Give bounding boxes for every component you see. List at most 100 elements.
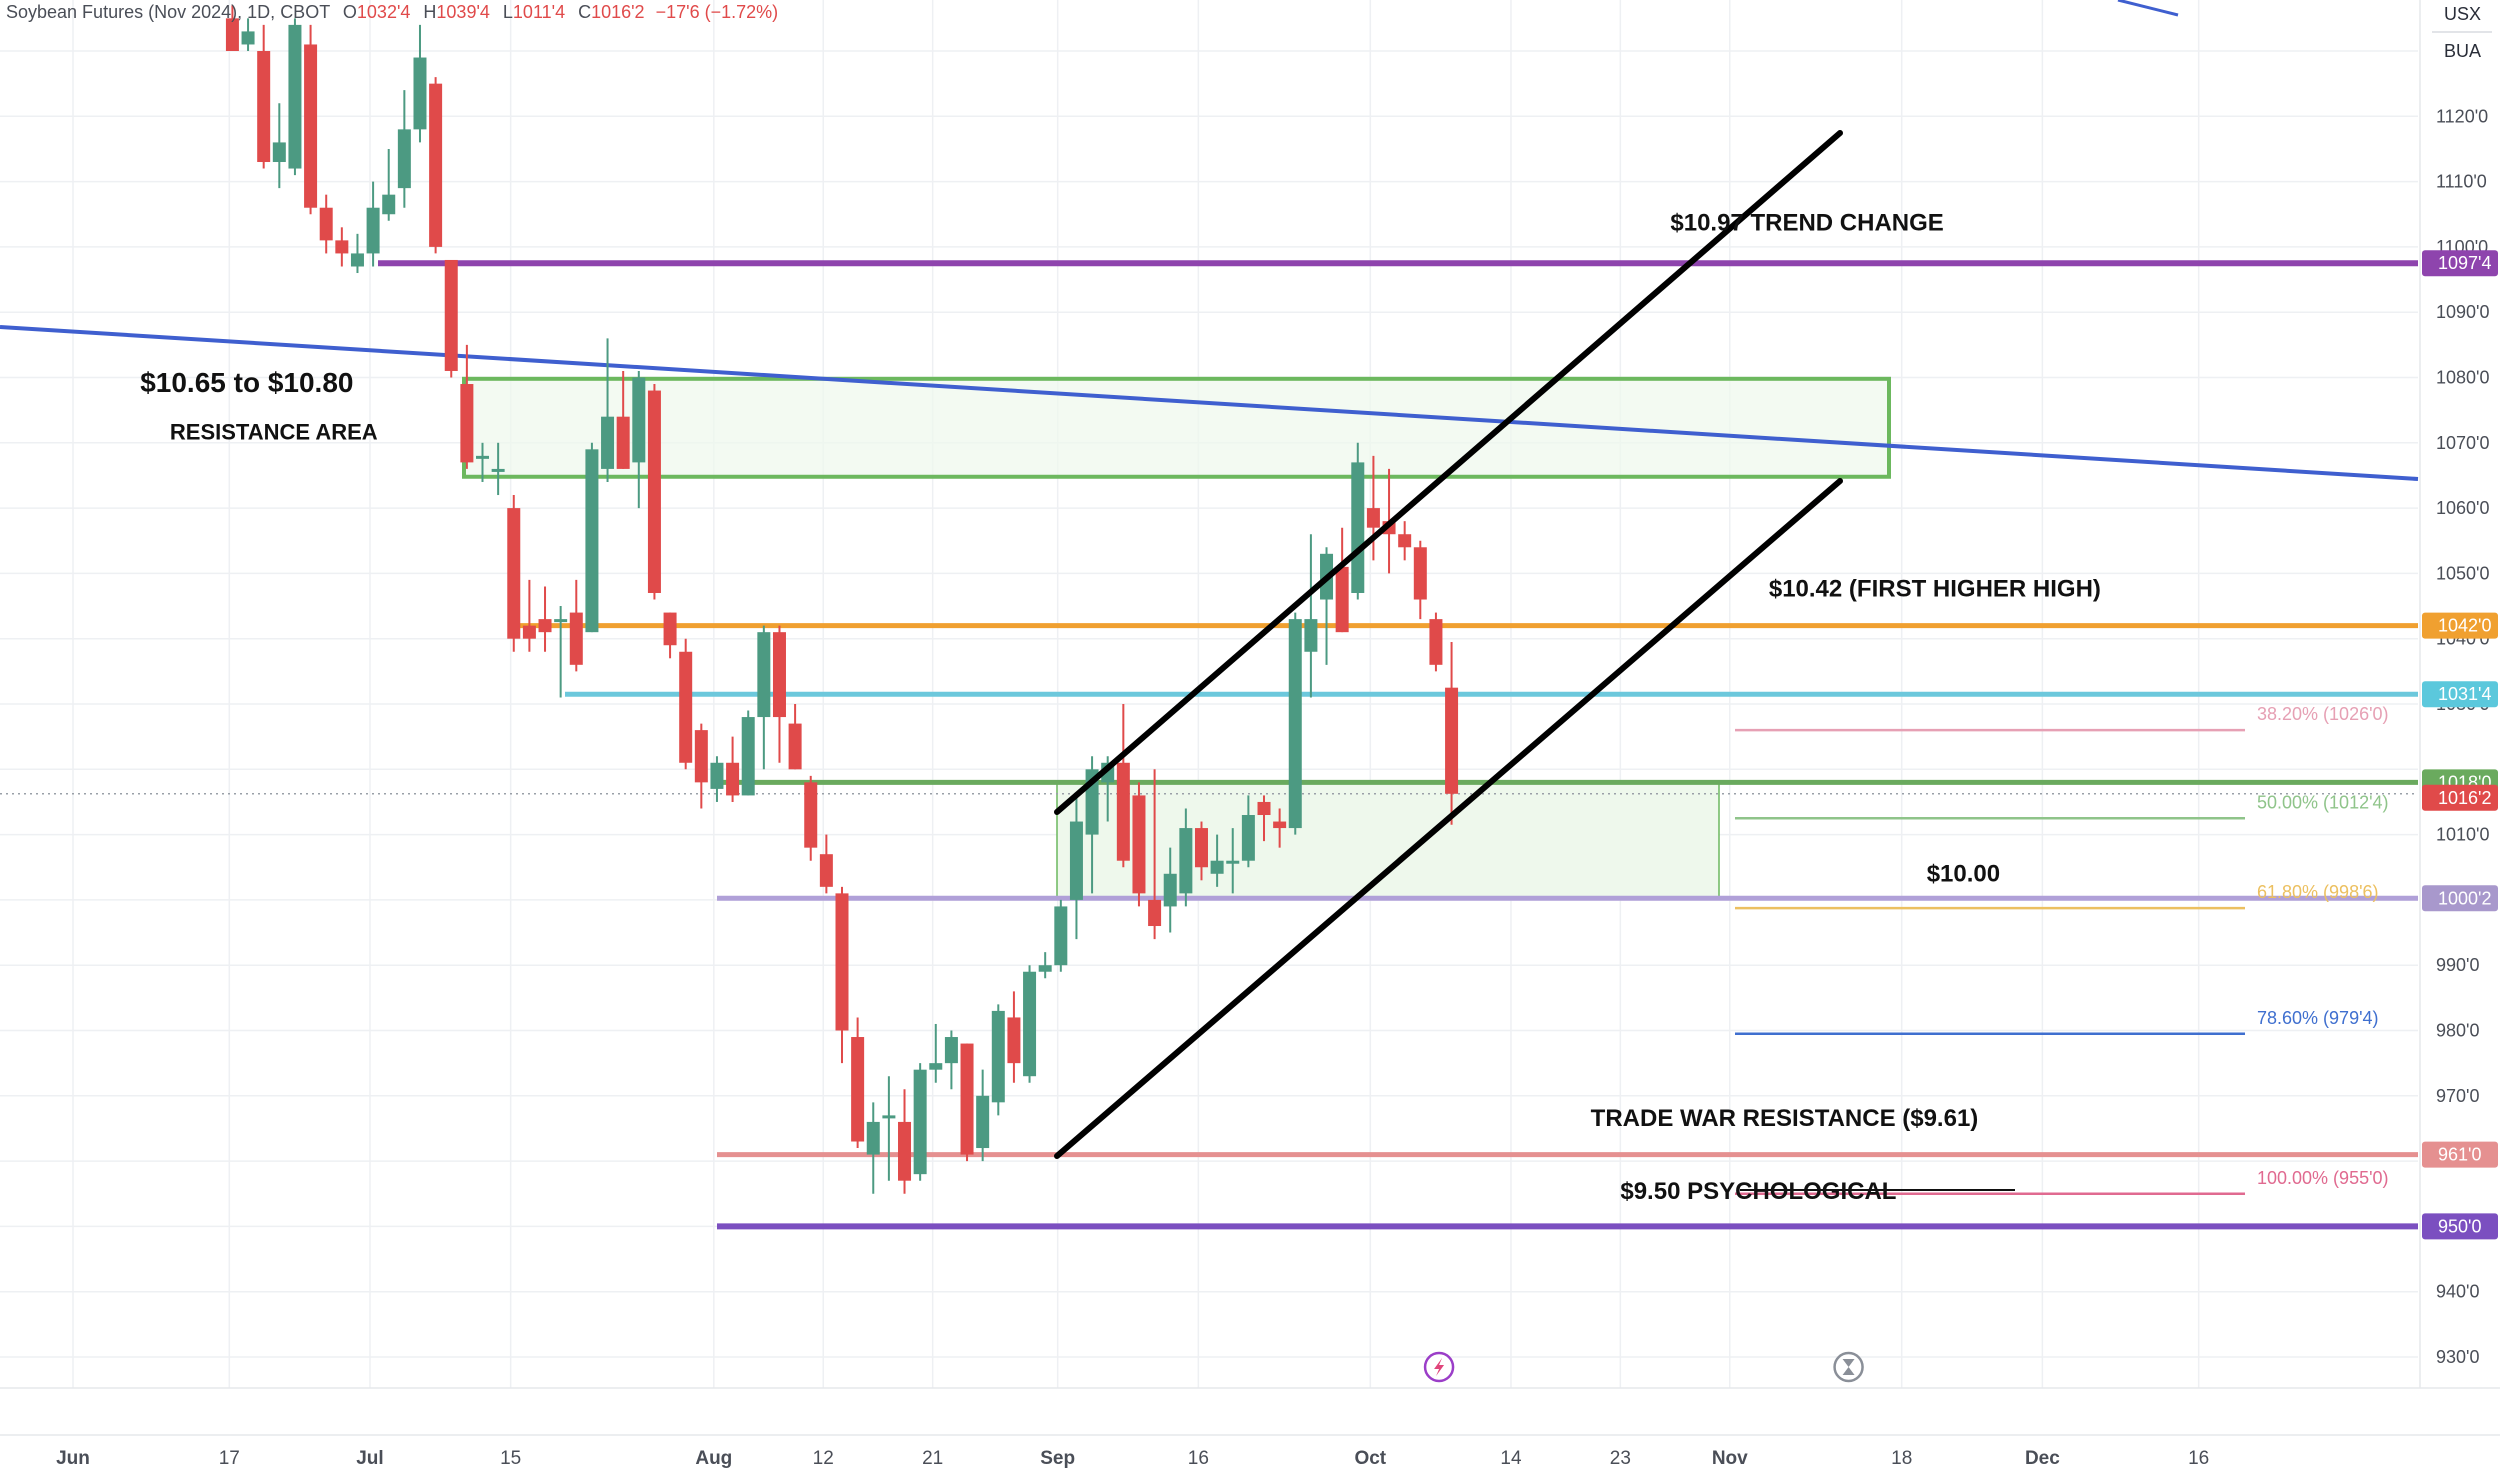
candle-body[interactable] <box>1366 508 1380 528</box>
price-badge[interactable] <box>2422 250 2498 277</box>
long-term-trendline[interactable] <box>0 325 2419 481</box>
candle-body[interactable] <box>1007 1017 1021 1064</box>
candle-body[interactable] <box>460 384 474 463</box>
hourglass-event-icon[interactable] <box>1833 1351 1864 1383</box>
candle-body[interactable] <box>1179 828 1193 894</box>
candle-body[interactable] <box>522 625 536 639</box>
candle-body[interactable] <box>819 854 833 887</box>
candle-body[interactable] <box>382 194 396 215</box>
candle-body[interactable] <box>554 619 568 623</box>
candle-body[interactable] <box>1257 801 1271 816</box>
candle-body[interactable] <box>944 1037 958 1064</box>
candle-body[interactable] <box>663 612 677 646</box>
candle-body[interactable] <box>1163 873 1177 907</box>
trendline-fragment[interactable] <box>2117 0 2179 17</box>
interval-label[interactable]: 1D <box>247 2 271 22</box>
candle-body[interactable] <box>1273 821 1287 829</box>
candle-body[interactable] <box>1398 534 1412 548</box>
channel-upper-line[interactable] <box>1054 130 1843 815</box>
candle-body[interactable] <box>1351 462 1365 593</box>
price-badge[interactable] <box>2422 612 2498 639</box>
candle-body[interactable] <box>350 253 364 267</box>
price-badge[interactable] <box>2422 1141 2498 1168</box>
candle-body[interactable] <box>976 1095 990 1149</box>
candle-body[interactable] <box>1148 899 1162 927</box>
price-tick-label: 930'0 <box>2436 1347 2479 1367</box>
price-badge[interactable] <box>2422 885 2498 912</box>
candle-body[interactable] <box>319 207 333 241</box>
candle-body[interactable] <box>866 1121 880 1155</box>
price-axis[interactable]: 1120'01110'01100'01090'01080'01070'01060… <box>2419 0 2500 1388</box>
candle-body[interactable] <box>1304 619 1318 652</box>
candle-body[interactable] <box>960 1043 974 1155</box>
candle-body[interactable] <box>1069 821 1083 900</box>
candle-body[interactable] <box>225 18 239 52</box>
candle-body[interactable] <box>1241 815 1255 861</box>
candle-body[interactable] <box>772 632 786 718</box>
candle-body[interactable] <box>835 893 849 1031</box>
candle-body[interactable] <box>1429 619 1443 665</box>
candle-body[interactable] <box>1413 547 1427 600</box>
price-badge-label: 961'0 <box>2438 1145 2481 1165</box>
candle-body[interactable] <box>1210 860 1224 874</box>
candle-body[interactable] <box>1023 971 1037 1077</box>
candle-body[interactable] <box>257 51 271 163</box>
candle-body[interactable] <box>741 717 755 796</box>
candle-body[interactable] <box>1038 965 1052 972</box>
candle-body[interactable] <box>1226 860 1240 864</box>
candle-body[interactable] <box>694 730 708 783</box>
candle-body[interactable] <box>491 468 505 472</box>
price-badge[interactable] <box>2422 784 2498 811</box>
price-badge[interactable] <box>2422 681 2498 708</box>
symbol-name[interactable]: Soybean Futures (Nov 2024) <box>6 2 238 22</box>
candle-body[interactable] <box>991 1010 1005 1103</box>
time-tick-label: Jun <box>56 1448 90 1469</box>
candle-body[interactable] <box>335 240 349 254</box>
candle-body[interactable] <box>804 782 818 848</box>
candle-body[interactable] <box>366 207 380 254</box>
candle-body[interactable] <box>647 390 661 593</box>
time-axis[interactable]: Jun 17 Jul 15 Aug 12 21 Sep 16 Oct 14 23 Nov 18 Dec 16 <box>0 1387 2500 1476</box>
candle-body[interactable] <box>585 449 599 633</box>
candle-body[interactable] <box>726 762 740 796</box>
annotation-label-1: $10.65 to $10.80 <box>140 367 353 398</box>
support-zone-box[interactable] <box>1056 781 1720 900</box>
candle-body[interactable] <box>288 24 302 169</box>
candle-body[interactable] <box>538 619 552 633</box>
candle-body[interactable] <box>1288 619 1302 829</box>
candle-body[interactable] <box>397 129 411 189</box>
ohlc-key-c: C <box>573 2 592 22</box>
candle-body[interactable] <box>569 612 583 665</box>
candle-body[interactable] <box>1335 566 1349 633</box>
candle-body[interactable] <box>507 508 521 639</box>
channel-lower-line[interactable] <box>1054 478 1843 1159</box>
candle-body[interactable] <box>444 259 458 371</box>
lightning-event-icon[interactable] <box>1423 1351 1455 1383</box>
candle-body[interactable] <box>898 1121 912 1181</box>
price-badge[interactable] <box>2422 1213 2498 1240</box>
candle-body[interactable] <box>616 416 630 469</box>
candle-body[interactable] <box>1445 687 1459 794</box>
candle-body[interactable] <box>632 377 646 463</box>
candle-body[interactable] <box>913 1069 927 1175</box>
candle-body[interactable] <box>851 1037 865 1142</box>
candle-body[interactable] <box>476 455 490 459</box>
candle-body[interactable] <box>757 632 771 718</box>
candle-body[interactable] <box>679 651 693 763</box>
candle-body[interactable] <box>788 723 802 770</box>
candle-body[interactable] <box>1054 906 1068 966</box>
candle-body[interactable] <box>1132 795 1146 894</box>
candle-body[interactable] <box>929 1063 943 1070</box>
candle-body[interactable] <box>304 44 318 208</box>
candle-body[interactable] <box>241 31 255 45</box>
resistance-area-box[interactable] <box>462 376 1891 479</box>
candle-body[interactable] <box>272 142 286 163</box>
candle-body[interactable] <box>882 1115 896 1119</box>
candle-body[interactable] <box>413 57 427 130</box>
candle-body[interactable] <box>429 83 443 247</box>
candle-body[interactable] <box>710 762 724 789</box>
candle-body[interactable] <box>601 416 615 469</box>
candle-body[interactable] <box>1116 762 1130 861</box>
candle-body[interactable] <box>1194 828 1208 868</box>
